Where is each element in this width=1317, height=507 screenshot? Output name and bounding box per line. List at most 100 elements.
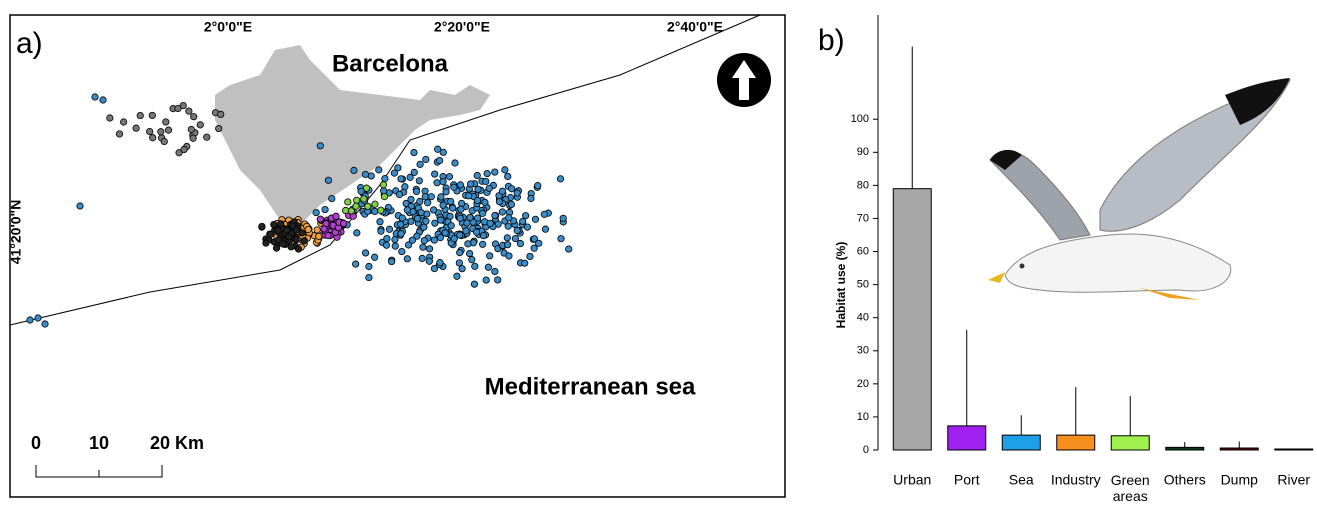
gps-point xyxy=(457,215,463,221)
gps-point xyxy=(428,194,434,200)
y-tick-label: 90 xyxy=(857,146,869,158)
gps-point xyxy=(325,232,331,238)
x-tick-label: Dump xyxy=(1221,472,1259,488)
gps-point xyxy=(340,220,346,226)
gps-point xyxy=(521,260,527,266)
y-tick-label: 100 xyxy=(851,113,869,125)
gps-point xyxy=(399,215,405,221)
bar xyxy=(1111,436,1149,450)
gps-point xyxy=(466,193,472,199)
x-tick-label: River xyxy=(1277,472,1310,488)
gps-point xyxy=(398,231,404,237)
gps-point xyxy=(471,281,477,287)
gps-point xyxy=(197,122,203,128)
gps-point xyxy=(107,115,113,121)
gps-point xyxy=(506,253,512,259)
bar xyxy=(1166,447,1204,450)
gps-point xyxy=(289,222,295,228)
gps-point xyxy=(380,182,386,188)
gps-point xyxy=(175,105,181,111)
gps-point xyxy=(438,194,444,200)
gps-point xyxy=(353,197,359,203)
gps-point xyxy=(288,244,294,250)
gps-point xyxy=(421,224,427,230)
gps-point xyxy=(163,119,169,125)
gps-point xyxy=(120,119,126,125)
map-frame xyxy=(10,15,785,497)
gps-point xyxy=(440,202,446,208)
gps-point xyxy=(77,203,83,209)
gps-point xyxy=(352,261,358,267)
gps-point xyxy=(317,216,323,222)
gps-point xyxy=(492,212,498,218)
gps-point xyxy=(35,315,41,321)
gps-point xyxy=(317,143,323,149)
gps-point xyxy=(483,178,489,184)
gps-point xyxy=(440,178,446,184)
x-tick-label: Sea xyxy=(1009,472,1034,488)
panel-label: b) xyxy=(818,24,845,57)
gps-point xyxy=(275,227,281,233)
gps-point xyxy=(454,273,460,279)
gps-point xyxy=(271,221,277,227)
gps-point xyxy=(472,263,478,269)
gps-point xyxy=(388,258,394,264)
gps-point xyxy=(426,258,432,264)
gps-point xyxy=(381,193,387,199)
gps-point xyxy=(558,235,564,241)
gps-point xyxy=(395,165,401,171)
gps-point xyxy=(437,234,443,240)
gps-point xyxy=(383,242,389,248)
gps-point xyxy=(504,241,510,247)
gps-point xyxy=(408,196,414,202)
gps-point xyxy=(259,223,265,229)
lon-label: 2°0'0"E xyxy=(204,19,252,35)
gps-point xyxy=(517,240,523,246)
gps-point xyxy=(409,237,415,243)
gps-point xyxy=(422,194,428,200)
figure: a) 2°0'0"E 2°20'0"E 2°40'0"E 41°20'0"N B… xyxy=(0,0,1317,507)
gps-point xyxy=(399,248,405,254)
gps-point xyxy=(188,126,194,132)
gps-point xyxy=(321,226,327,232)
gps-point xyxy=(414,215,420,221)
gps-point xyxy=(424,200,430,206)
gps-point xyxy=(371,254,377,260)
gps-point xyxy=(362,171,368,177)
gps-point xyxy=(464,220,470,226)
north-arrow xyxy=(717,53,771,107)
gps-point xyxy=(417,161,423,167)
gps-point xyxy=(416,178,422,184)
gps-point xyxy=(392,236,398,242)
gps-point xyxy=(365,203,371,209)
gps-point xyxy=(305,226,311,232)
y-tick-label: 80 xyxy=(857,179,869,191)
gps-point xyxy=(386,226,392,232)
gps-point xyxy=(502,167,508,173)
gps-point xyxy=(116,131,122,137)
gps-point xyxy=(456,260,462,266)
y-tick-label: 0 xyxy=(863,444,869,456)
gps-point xyxy=(333,213,339,219)
gps-point xyxy=(413,188,419,194)
gps-point xyxy=(204,134,210,140)
x-tick-label: Urban xyxy=(893,472,931,488)
gps-point xyxy=(376,167,382,173)
gps-point xyxy=(560,215,566,221)
gps-point xyxy=(487,220,493,226)
gps-point xyxy=(541,211,547,217)
gull-illustration xyxy=(988,78,1290,300)
panel-label: a) xyxy=(16,27,43,60)
bar xyxy=(1057,435,1095,450)
gps-point xyxy=(506,215,512,221)
gps-point xyxy=(484,170,490,176)
y-tick-label: 50 xyxy=(857,279,869,291)
gps-point xyxy=(505,173,511,179)
x-tick-label: Port xyxy=(954,472,980,488)
gps-point xyxy=(190,113,196,119)
gps-point xyxy=(363,185,369,191)
gps-point xyxy=(27,317,33,323)
gps-point xyxy=(431,237,437,243)
gps-point xyxy=(150,135,156,141)
bar xyxy=(1275,449,1313,450)
